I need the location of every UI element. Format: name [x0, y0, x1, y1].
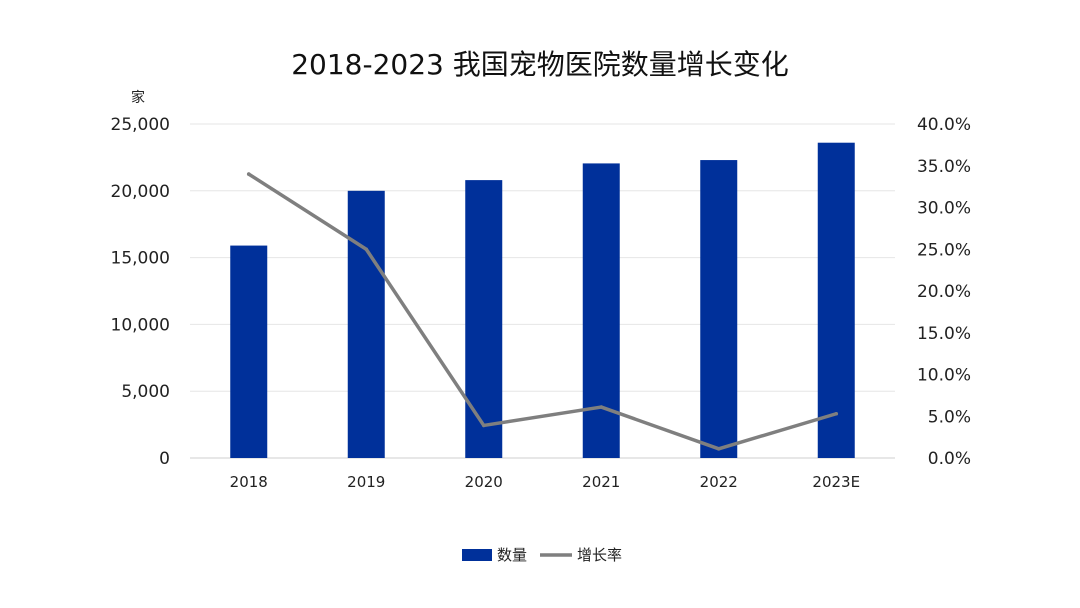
bar-series — [230, 142, 855, 459]
x-tick-label: 2021 — [582, 473, 620, 491]
y-left-tick-label: 10,000 — [111, 315, 170, 335]
y-left-tick-label: 15,000 — [111, 249, 170, 269]
legend-label-bar: 数量 — [497, 546, 527, 564]
y-right-tick-label: 5.0% — [928, 407, 971, 427]
line-path — [247, 172, 838, 451]
y-right-tick-label: 10.0% — [917, 366, 971, 386]
y-right-tick-label: 20.0% — [917, 282, 971, 302]
y-axis-unit-label: 家 — [131, 89, 145, 106]
legend-swatch-bar — [462, 549, 492, 561]
line-point — [599, 405, 604, 409]
x-tick-label: 2019 — [347, 473, 385, 491]
legend: 数量 增长率 — [462, 546, 622, 564]
y-right-tick-label: 25.0% — [917, 240, 971, 260]
line-point — [481, 423, 486, 428]
y-left-tick-label: 25,000 — [111, 115, 170, 135]
bar — [817, 142, 855, 459]
x-axis-ticks: 2018 2019 2020 2021 2022 2023E — [230, 473, 860, 491]
legend-label-line: 增长率 — [577, 546, 622, 564]
y-axis-left-ticks: 0 5,000 10,000 15,000 20,000 25,000 — [111, 115, 170, 469]
y-right-tick-label: 40.0% — [917, 115, 971, 135]
chart-title: 2018-2023 我国宠物医院数量增长变化 — [291, 48, 789, 81]
y-right-tick-label: 0.0% — [928, 449, 971, 469]
line-series — [246, 172, 839, 451]
bar — [230, 245, 268, 458]
gridlines — [190, 123, 895, 459]
bar — [465, 180, 503, 458]
x-tick-label: 2018 — [230, 473, 268, 491]
line-point — [834, 411, 839, 416]
bar — [582, 163, 620, 459]
y-right-tick-label: 30.0% — [917, 199, 971, 219]
line-point — [364, 247, 369, 252]
line-point — [246, 172, 251, 176]
y-right-tick-label: 35.0% — [917, 157, 971, 177]
bar — [347, 190, 385, 459]
x-tick-label: 2022 — [700, 473, 738, 491]
y-left-tick-label: 20,000 — [111, 182, 170, 202]
x-tick-label: 2020 — [465, 473, 503, 491]
y-left-tick-label: 0 — [159, 449, 170, 469]
bar — [700, 160, 738, 458]
y-left-tick-label: 5,000 — [121, 382, 170, 402]
x-tick-label: 2023E — [812, 473, 860, 491]
y-axis-right-ticks: 0.0% 5.0% 10.0% 15.0% 20.0% 25.0% 30.0% 35.0% 40… — [917, 115, 971, 469]
line-point — [716, 447, 721, 451]
y-right-tick-label: 15.0% — [917, 324, 971, 344]
